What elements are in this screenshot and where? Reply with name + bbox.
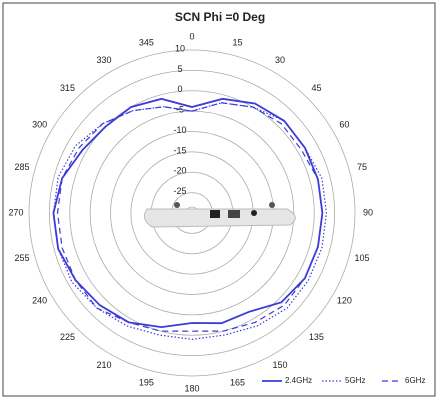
angle-label: 240: [32, 295, 47, 305]
angle-label: 285: [14, 162, 29, 172]
angle-label: 255: [14, 253, 29, 263]
series-line: [52, 102, 328, 340]
legend-label: 2.4GHz: [285, 376, 312, 385]
angle-label: 210: [96, 360, 111, 370]
angle-label: 300: [32, 119, 47, 129]
angle-label: 315: [60, 83, 75, 93]
angle-label: 75: [357, 162, 367, 172]
device-led: [251, 210, 257, 216]
r-tick-label: -15: [173, 145, 186, 155]
angle-label: 165: [230, 377, 245, 387]
grid-ring: [48, 69, 336, 357]
angle-label: 225: [60, 332, 75, 342]
angle-label: 90: [363, 207, 373, 217]
device: [143, 202, 296, 228]
angle-label: 135: [309, 332, 324, 342]
angle-label: 15: [233, 37, 243, 47]
grid-ring: [69, 90, 315, 336]
device-foot: [174, 202, 180, 208]
angle-label: 60: [339, 119, 349, 129]
angle-label: 105: [354, 253, 369, 263]
chart-title: SCN Phi =0 Deg: [175, 10, 265, 24]
angle-label: 45: [311, 83, 321, 93]
angle-label: 330: [96, 55, 111, 65]
r-tick-label: -10: [173, 125, 186, 135]
angle-label: 0: [189, 31, 194, 41]
angle-label: 270: [8, 207, 23, 217]
r-tick-label: 0: [177, 84, 182, 94]
frame: [2, 2, 436, 397]
angle-label: 345: [139, 37, 154, 47]
device-foot: [269, 202, 275, 208]
r-tick-label: -25: [173, 186, 186, 196]
r-tick-label: 10: [175, 43, 185, 53]
device-port: [210, 210, 220, 218]
r-tick-label: 5: [177, 64, 182, 74]
series-line: [56, 102, 324, 332]
angle-label: 30: [275, 55, 285, 65]
legend-label: 6GHz: [405, 376, 425, 385]
angle-label: 195: [139, 377, 154, 387]
angle-label: 120: [337, 295, 352, 305]
device-port: [228, 210, 240, 218]
grid-ring: [28, 49, 356, 377]
legend-label: 5GHz: [345, 376, 365, 385]
angle-label: 150: [272, 360, 287, 370]
r-tick-label: -20: [173, 166, 186, 176]
angle-label: 180: [184, 383, 199, 393]
